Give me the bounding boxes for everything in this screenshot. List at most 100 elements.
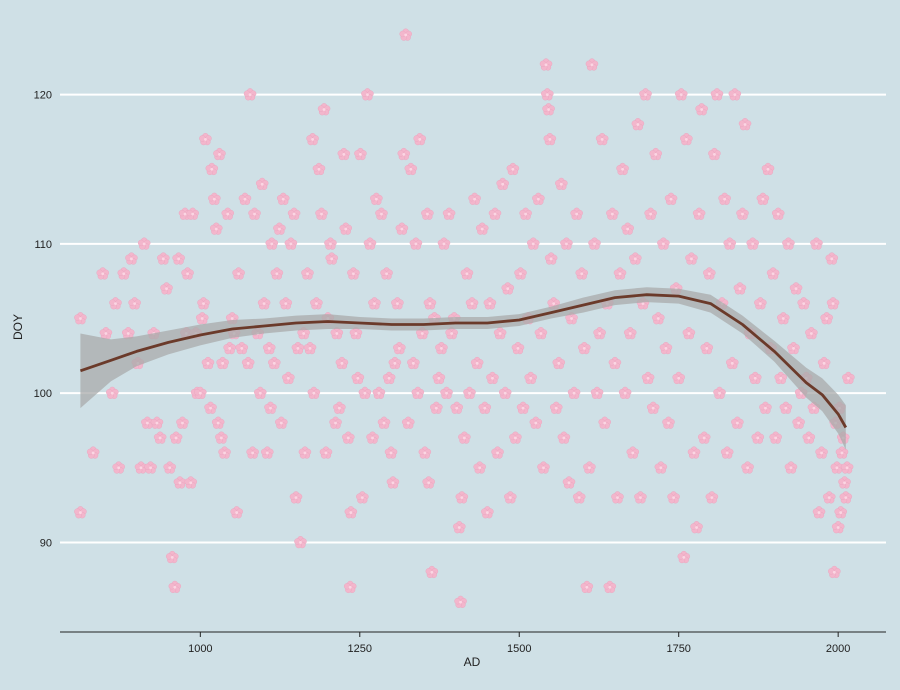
data-point bbox=[585, 58, 599, 71]
blossom-center bbox=[212, 197, 216, 201]
blossom-center bbox=[812, 406, 816, 410]
blossom-center bbox=[608, 585, 612, 589]
blossom-center bbox=[428, 302, 432, 306]
data-point bbox=[802, 431, 816, 444]
blossom-center bbox=[209, 406, 212, 410]
blossom-center bbox=[524, 212, 528, 216]
data-point bbox=[555, 177, 568, 190]
blossom-center bbox=[741, 212, 744, 216]
blossom-center bbox=[114, 302, 117, 306]
data-point bbox=[109, 297, 122, 310]
data-point bbox=[516, 401, 530, 414]
x-tick-label: 1000 bbox=[188, 643, 212, 655]
blossom-center bbox=[616, 496, 619, 500]
blossom-center bbox=[400, 227, 404, 231]
blossom-center bbox=[595, 391, 599, 395]
blossom-center bbox=[600, 138, 604, 141]
blossom-center bbox=[427, 481, 431, 485]
data-point bbox=[315, 207, 328, 220]
data-point bbox=[372, 386, 386, 399]
data-point bbox=[703, 267, 716, 280]
blossom-center bbox=[459, 600, 462, 604]
data-point bbox=[552, 356, 566, 370]
blossom-center bbox=[356, 376, 360, 380]
blossom-center bbox=[827, 496, 831, 500]
blossom-center bbox=[278, 227, 281, 231]
blossom-center bbox=[223, 451, 226, 455]
data-point bbox=[756, 192, 770, 205]
x-tick-label: 1250 bbox=[348, 643, 372, 655]
blossom-center bbox=[442, 242, 446, 246]
data-point bbox=[404, 162, 418, 176]
data-point bbox=[828, 565, 841, 579]
blossom-center bbox=[149, 466, 152, 470]
data-point bbox=[342, 431, 355, 444]
y-tick-label: 90 bbox=[40, 537, 52, 549]
y-tick-label: 110 bbox=[34, 239, 52, 251]
blossom-center bbox=[641, 302, 645, 306]
blossom-center bbox=[552, 302, 556, 306]
data-point bbox=[774, 371, 788, 385]
data-point bbox=[421, 207, 434, 220]
blossom-center bbox=[183, 212, 187, 216]
data-point bbox=[616, 162, 629, 176]
data-point bbox=[822, 491, 836, 504]
blossom-center bbox=[715, 93, 719, 97]
data-point bbox=[391, 297, 404, 310]
data-point bbox=[575, 267, 588, 280]
data-point bbox=[279, 297, 293, 310]
data-point bbox=[375, 207, 388, 220]
data-point bbox=[583, 461, 596, 474]
blossom-center bbox=[230, 317, 234, 320]
data-point bbox=[509, 431, 522, 444]
data-point bbox=[820, 312, 833, 325]
blossom-center bbox=[281, 197, 285, 201]
blossom-center bbox=[315, 302, 318, 306]
blossom-center bbox=[531, 242, 535, 246]
data-point bbox=[74, 312, 87, 325]
blossom-center bbox=[312, 391, 316, 395]
data-point bbox=[264, 401, 277, 414]
data-points bbox=[74, 28, 855, 608]
data-point bbox=[430, 401, 443, 414]
blossom-center bbox=[387, 376, 391, 380]
blossom-center bbox=[79, 511, 82, 514]
blossom-center bbox=[206, 361, 210, 365]
blossom-center bbox=[789, 466, 793, 470]
blossom-center bbox=[548, 138, 552, 141]
data-point bbox=[713, 386, 726, 399]
blossom-center bbox=[374, 197, 378, 201]
blossom-center bbox=[539, 332, 543, 335]
data-point bbox=[708, 147, 721, 161]
data-point bbox=[368, 297, 381, 310]
data-point bbox=[675, 88, 688, 101]
data-point bbox=[840, 461, 854, 474]
data-point bbox=[74, 506, 87, 519]
blossom-center bbox=[253, 212, 256, 216]
data-point bbox=[476, 222, 489, 235]
blossom-center bbox=[322, 108, 326, 111]
data-point bbox=[700, 341, 714, 355]
data-point bbox=[303, 341, 317, 355]
blossom-center bbox=[219, 436, 223, 440]
data-point bbox=[265, 237, 279, 250]
data-point bbox=[537, 461, 550, 474]
blossom-center bbox=[753, 376, 757, 380]
data-point bbox=[557, 431, 571, 444]
blossom-center bbox=[567, 481, 571, 485]
data-point bbox=[470, 356, 484, 370]
blossom-center bbox=[534, 421, 538, 425]
x-axis-label: AD bbox=[464, 655, 481, 669]
blossom-center bbox=[639, 496, 642, 500]
data-point bbox=[578, 341, 591, 355]
data-point bbox=[657, 237, 670, 250]
blossom-center bbox=[577, 496, 581, 500]
blossom-center bbox=[279, 421, 283, 425]
blossom-center bbox=[377, 391, 381, 395]
data-point bbox=[344, 506, 358, 519]
blossom-center bbox=[145, 421, 149, 425]
blossom-center bbox=[544, 63, 548, 67]
blossom-center bbox=[733, 93, 737, 97]
data-point bbox=[608, 356, 622, 370]
data-point bbox=[432, 371, 446, 385]
